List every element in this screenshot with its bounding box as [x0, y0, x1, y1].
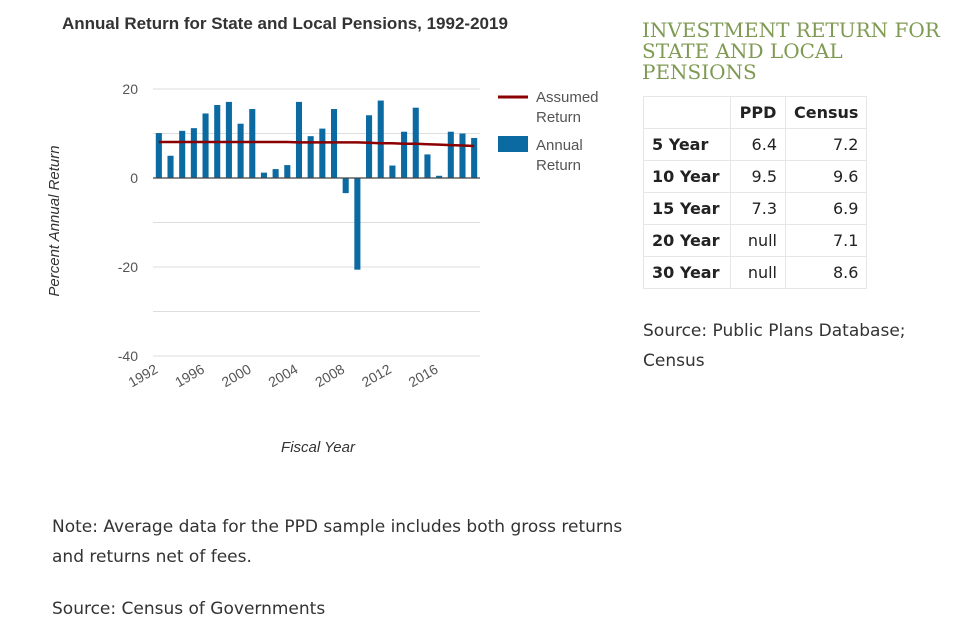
legend-annual-word1: Annual [536, 137, 583, 154]
note-line-2: and returns net of fees. [52, 547, 252, 567]
y-tick-label: 0 [130, 170, 138, 186]
bar-2015 [424, 154, 431, 178]
table-row: 15 Year 7.3 6.9 [643, 192, 868, 225]
x-tick-label: 2000 [219, 361, 254, 391]
bar-2018 [459, 133, 466, 178]
chart: Annual Return for State and Local Pensio… [46, 14, 603, 456]
bar-2004 [295, 101, 303, 178]
x-tick-label: 2012 [359, 361, 394, 391]
y-axis-title: Percent Annual Return [46, 145, 63, 296]
legend-annual-label: Annual Return [536, 137, 587, 174]
note-line-1: Note: Average data for the PPD sample in… [52, 517, 623, 537]
bar-2016 [436, 175, 443, 178]
bar-2005 [307, 136, 314, 178]
census-value: 6.9 [784, 192, 868, 225]
bar-1995 [190, 128, 197, 178]
bar-2019 [471, 137, 478, 178]
bars [155, 100, 478, 270]
x-tick-label: 1992 [125, 361, 160, 391]
x-tick-label: 2016 [406, 361, 441, 391]
bar-1999 [237, 123, 244, 178]
census-value: 7.1 [784, 224, 868, 257]
gridlines [153, 88, 480, 357]
bar-2012 [389, 165, 396, 178]
y-tick-label: -40 [118, 348, 138, 364]
assumed-return-line [158, 140, 475, 148]
ppd-value: null [730, 256, 786, 289]
x-tick-label: 1996 [172, 361, 207, 391]
bar-2001 [260, 172, 267, 178]
bar-2006 [319, 128, 326, 178]
assumed-return-line-group [158, 140, 475, 148]
x-tick-label: 2004 [266, 361, 301, 391]
row-label: 20 Year [643, 224, 731, 257]
table-row: 20 Year null 7.1 [643, 224, 868, 257]
legend-annual-word2: Return [536, 157, 581, 174]
bar-1996 [202, 113, 209, 178]
ppd-value: 7.3 [730, 192, 786, 225]
side-title-line-2: STATE AND LOCAL [642, 39, 843, 63]
table-header-row: PPD Census [643, 96, 868, 129]
bar-2002 [272, 169, 279, 178]
table-header-census: Census [784, 96, 868, 129]
row-label: 10 Year [643, 160, 731, 193]
table-row: 10 Year 9.5 9.6 [643, 160, 868, 193]
legend-assumed-label: Assumed Return [536, 89, 603, 126]
bar-1992 [155, 133, 162, 178]
table-row: 30 Year null 8.6 [643, 256, 868, 289]
census-value: 7.2 [784, 128, 868, 161]
side-title-line-3: PENSIONS [642, 60, 757, 84]
legend-annual-swatch [498, 136, 528, 152]
bar-2010 [366, 115, 373, 178]
table-row: 5 Year 6.4 7.2 [643, 128, 868, 161]
bar-2003 [284, 165, 291, 178]
ppd-value: 6.4 [730, 128, 786, 161]
investment-return-table: PPD Census 5 Year 6.4 7.2 10 Year 9.5 9.… [643, 96, 868, 289]
row-label: 5 Year [643, 128, 731, 161]
note-text: Note: Average data for the PPD sample in… [52, 512, 672, 572]
bar-2008 [342, 178, 349, 194]
y-tick-label: -20 [118, 259, 138, 275]
table-header-ppd: PPD [730, 96, 786, 129]
row-label: 15 Year [643, 192, 731, 225]
legend-assumed-word1: Assumed [536, 89, 599, 106]
table-header-blank [643, 96, 731, 129]
ppd-value: null [730, 224, 786, 257]
x-axis-title: Fiscal Year [281, 439, 356, 456]
bar-2011 [377, 100, 384, 178]
census-value: 9.6 [784, 160, 868, 193]
side-title-line-1: INVESTMENT RETURN FOR [642, 18, 940, 42]
bar-2017 [447, 131, 454, 178]
bar-2013 [401, 131, 408, 178]
y-axis-ticks: 20 0 -20 -40 [118, 81, 138, 364]
bar-1993 [167, 155, 174, 178]
bar-2009 [354, 178, 361, 270]
census-value: 8.6 [784, 256, 868, 289]
x-tick-label: 2008 [312, 361, 347, 391]
x-axis-ticks: 1992 1996 2000 2004 2008 2012 2016 [125, 361, 440, 391]
bar-1994 [179, 130, 186, 178]
bottom-source-text: Source: Census of Governments [52, 599, 326, 619]
ppd-value: 9.5 [730, 160, 786, 193]
side-panel-title: INVESTMENT RETURN FOR STATE AND LOCAL PE… [642, 20, 962, 83]
bar-1998 [225, 101, 232, 178]
side-source-text: Source: Public Plans Database; Census [643, 321, 906, 371]
row-label: 30 Year [643, 256, 731, 289]
y-tick-label: 20 [122, 81, 138, 97]
legend: Assumed Return Annual Return [498, 89, 603, 174]
legend-assumed-word2: Return [536, 109, 581, 126]
bar-2000 [249, 109, 256, 178]
chart-title: Annual Return for State and Local Pensio… [62, 14, 508, 33]
